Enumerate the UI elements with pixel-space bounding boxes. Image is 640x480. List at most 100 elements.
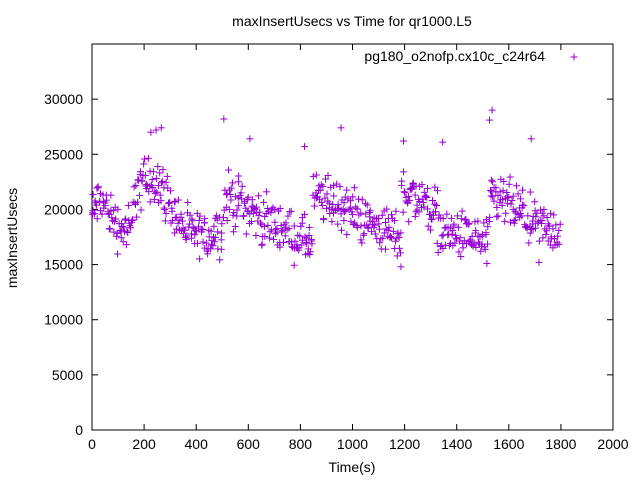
data-point [451, 239, 459, 247]
data-point [101, 202, 109, 210]
data-point [165, 199, 173, 207]
data-point [405, 193, 413, 201]
data-point [297, 222, 305, 230]
data-point [511, 207, 519, 215]
data-point [248, 196, 256, 204]
legend-marker [570, 53, 578, 61]
data-point [152, 126, 160, 134]
data-point [163, 172, 171, 180]
data-point [119, 223, 127, 231]
data-point [488, 176, 496, 184]
data-point [366, 207, 374, 215]
plot-area [91, 43, 614, 431]
data-point [159, 166, 167, 174]
data-point [144, 154, 152, 162]
data-point [99, 197, 107, 205]
data-point [161, 217, 169, 225]
data-point [499, 187, 507, 195]
data-point [237, 189, 245, 197]
data-point [349, 193, 357, 201]
data-point [218, 229, 226, 237]
data-point [508, 196, 516, 204]
data-point [520, 201, 528, 209]
data-point [287, 238, 295, 246]
data-point [185, 220, 193, 228]
data-point [371, 221, 379, 229]
y-tick-label: 25000 [44, 146, 83, 162]
data-point [162, 178, 170, 186]
data-point [317, 181, 325, 189]
data-point [411, 191, 419, 199]
data-point [458, 207, 466, 215]
data-point [328, 206, 336, 214]
data-point [256, 219, 264, 227]
data-point [318, 198, 326, 206]
data-point [389, 227, 397, 235]
data-point [375, 225, 383, 233]
data-point [507, 200, 515, 208]
data-point [371, 230, 379, 238]
data-point [168, 207, 176, 215]
data-point [172, 225, 180, 233]
y-tick-label: 30000 [44, 91, 83, 107]
data-point [327, 183, 335, 191]
data-point [285, 224, 293, 232]
data-point [89, 207, 97, 215]
data-point [426, 226, 434, 234]
data-point [510, 219, 518, 227]
data-point [456, 234, 464, 242]
data-point [431, 200, 439, 208]
data-point [318, 201, 326, 209]
data-point [113, 232, 121, 240]
data-point [364, 224, 372, 232]
data-point [399, 208, 407, 216]
data-point [498, 201, 506, 209]
data-point [399, 168, 407, 176]
data-point [478, 232, 486, 240]
data-point [438, 232, 446, 240]
data-point [494, 191, 502, 199]
data-point [468, 232, 476, 240]
data-point [280, 239, 288, 247]
data-point [334, 201, 342, 209]
data-point [181, 226, 189, 234]
data-point [355, 195, 363, 203]
data-point [353, 205, 361, 213]
plot-border [91, 43, 614, 431]
data-point [278, 228, 286, 236]
data-point [252, 232, 260, 240]
data-point [227, 196, 235, 204]
data-point [496, 188, 504, 196]
data-point [186, 211, 194, 219]
data-point [405, 218, 413, 226]
data-point [555, 240, 563, 248]
data-point [132, 182, 140, 190]
data-point [141, 155, 149, 163]
data-point [112, 215, 120, 223]
data-point [501, 217, 509, 225]
data-point [360, 230, 368, 238]
data-point [296, 232, 304, 240]
y-tick-label: 10000 [44, 312, 83, 328]
data-point [235, 202, 243, 210]
data-point [218, 220, 226, 228]
y-tick-label: 15000 [44, 257, 83, 273]
data-point [514, 190, 522, 198]
data-point [424, 205, 432, 213]
data-point [427, 215, 435, 223]
data-point [241, 199, 249, 207]
data-point [387, 232, 395, 240]
data-point [284, 212, 292, 220]
data-point [465, 219, 473, 227]
data-point [434, 248, 442, 256]
data-point [535, 237, 543, 245]
data-point [141, 171, 149, 179]
data-point [457, 252, 465, 260]
data-point [199, 238, 207, 246]
data-point [148, 176, 156, 184]
data-point [290, 222, 298, 230]
data-point [493, 203, 501, 211]
data-point [406, 196, 414, 204]
data-point [509, 205, 517, 213]
data-point [486, 116, 494, 124]
